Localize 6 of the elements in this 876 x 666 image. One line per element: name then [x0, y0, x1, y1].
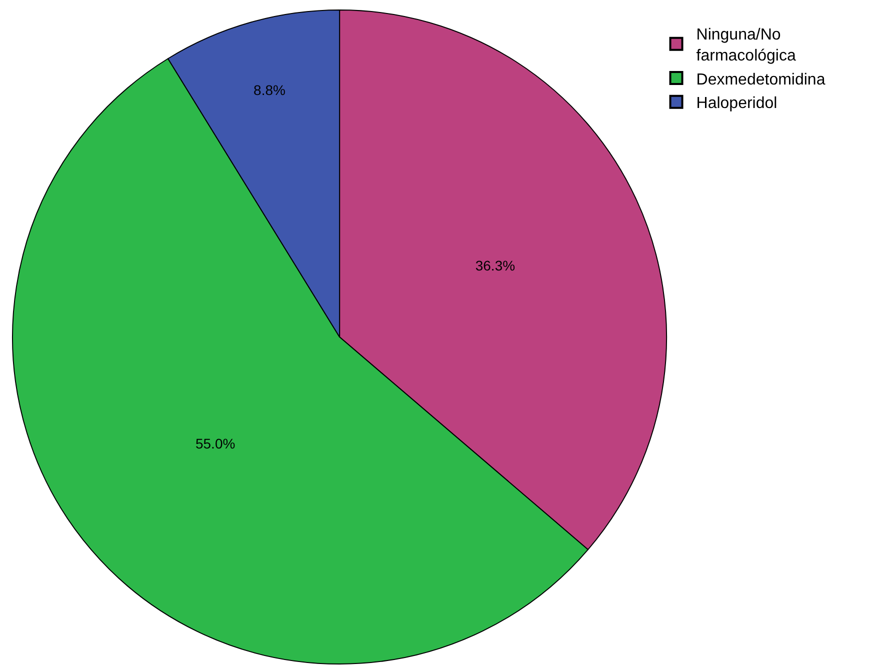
data-label: 55.0% — [195, 435, 236, 452]
legend-label: Haloperidol — [696, 95, 778, 112]
data-label: 36.3% — [475, 257, 516, 274]
legend-label: Ninguna/No farmacológica — [696, 26, 796, 64]
data-label: 8.8% — [254, 82, 286, 98]
legend-label: Dexmedetomidina — [696, 71, 826, 88]
